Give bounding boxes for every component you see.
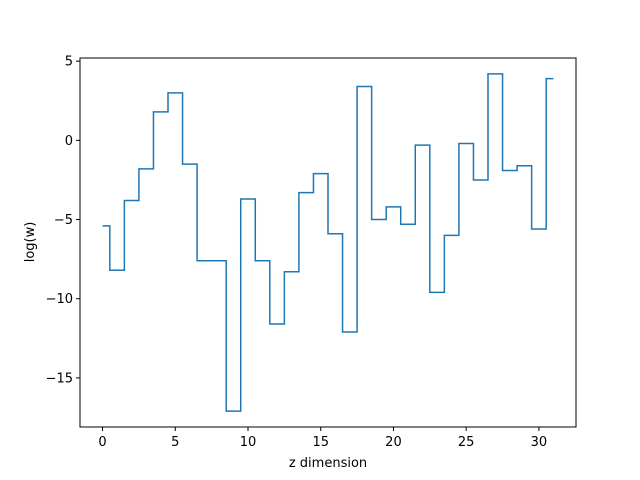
x-tick-label: 5 [171,435,179,450]
x-tick-label: 30 [531,435,548,450]
y-tick-label: −15 [46,371,73,386]
x-tick-label: 20 [385,435,402,450]
y-tick-label: 5 [65,55,73,70]
x-tick-label: 10 [240,435,257,450]
y-tick-label: −5 [54,213,73,228]
x-tick-label: 15 [312,435,329,450]
x-tick-label: 25 [458,435,475,450]
plot-frame [79,57,577,428]
series-line-0 [102,73,554,412]
y-axis-label: log(w) [23,222,38,263]
x-tick-label: 0 [98,435,106,450]
x-axis-label: z dimension [289,456,367,471]
y-tick-label: 0 [65,134,73,149]
y-tick-label: −10 [46,292,73,307]
plot-area [80,58,576,427]
